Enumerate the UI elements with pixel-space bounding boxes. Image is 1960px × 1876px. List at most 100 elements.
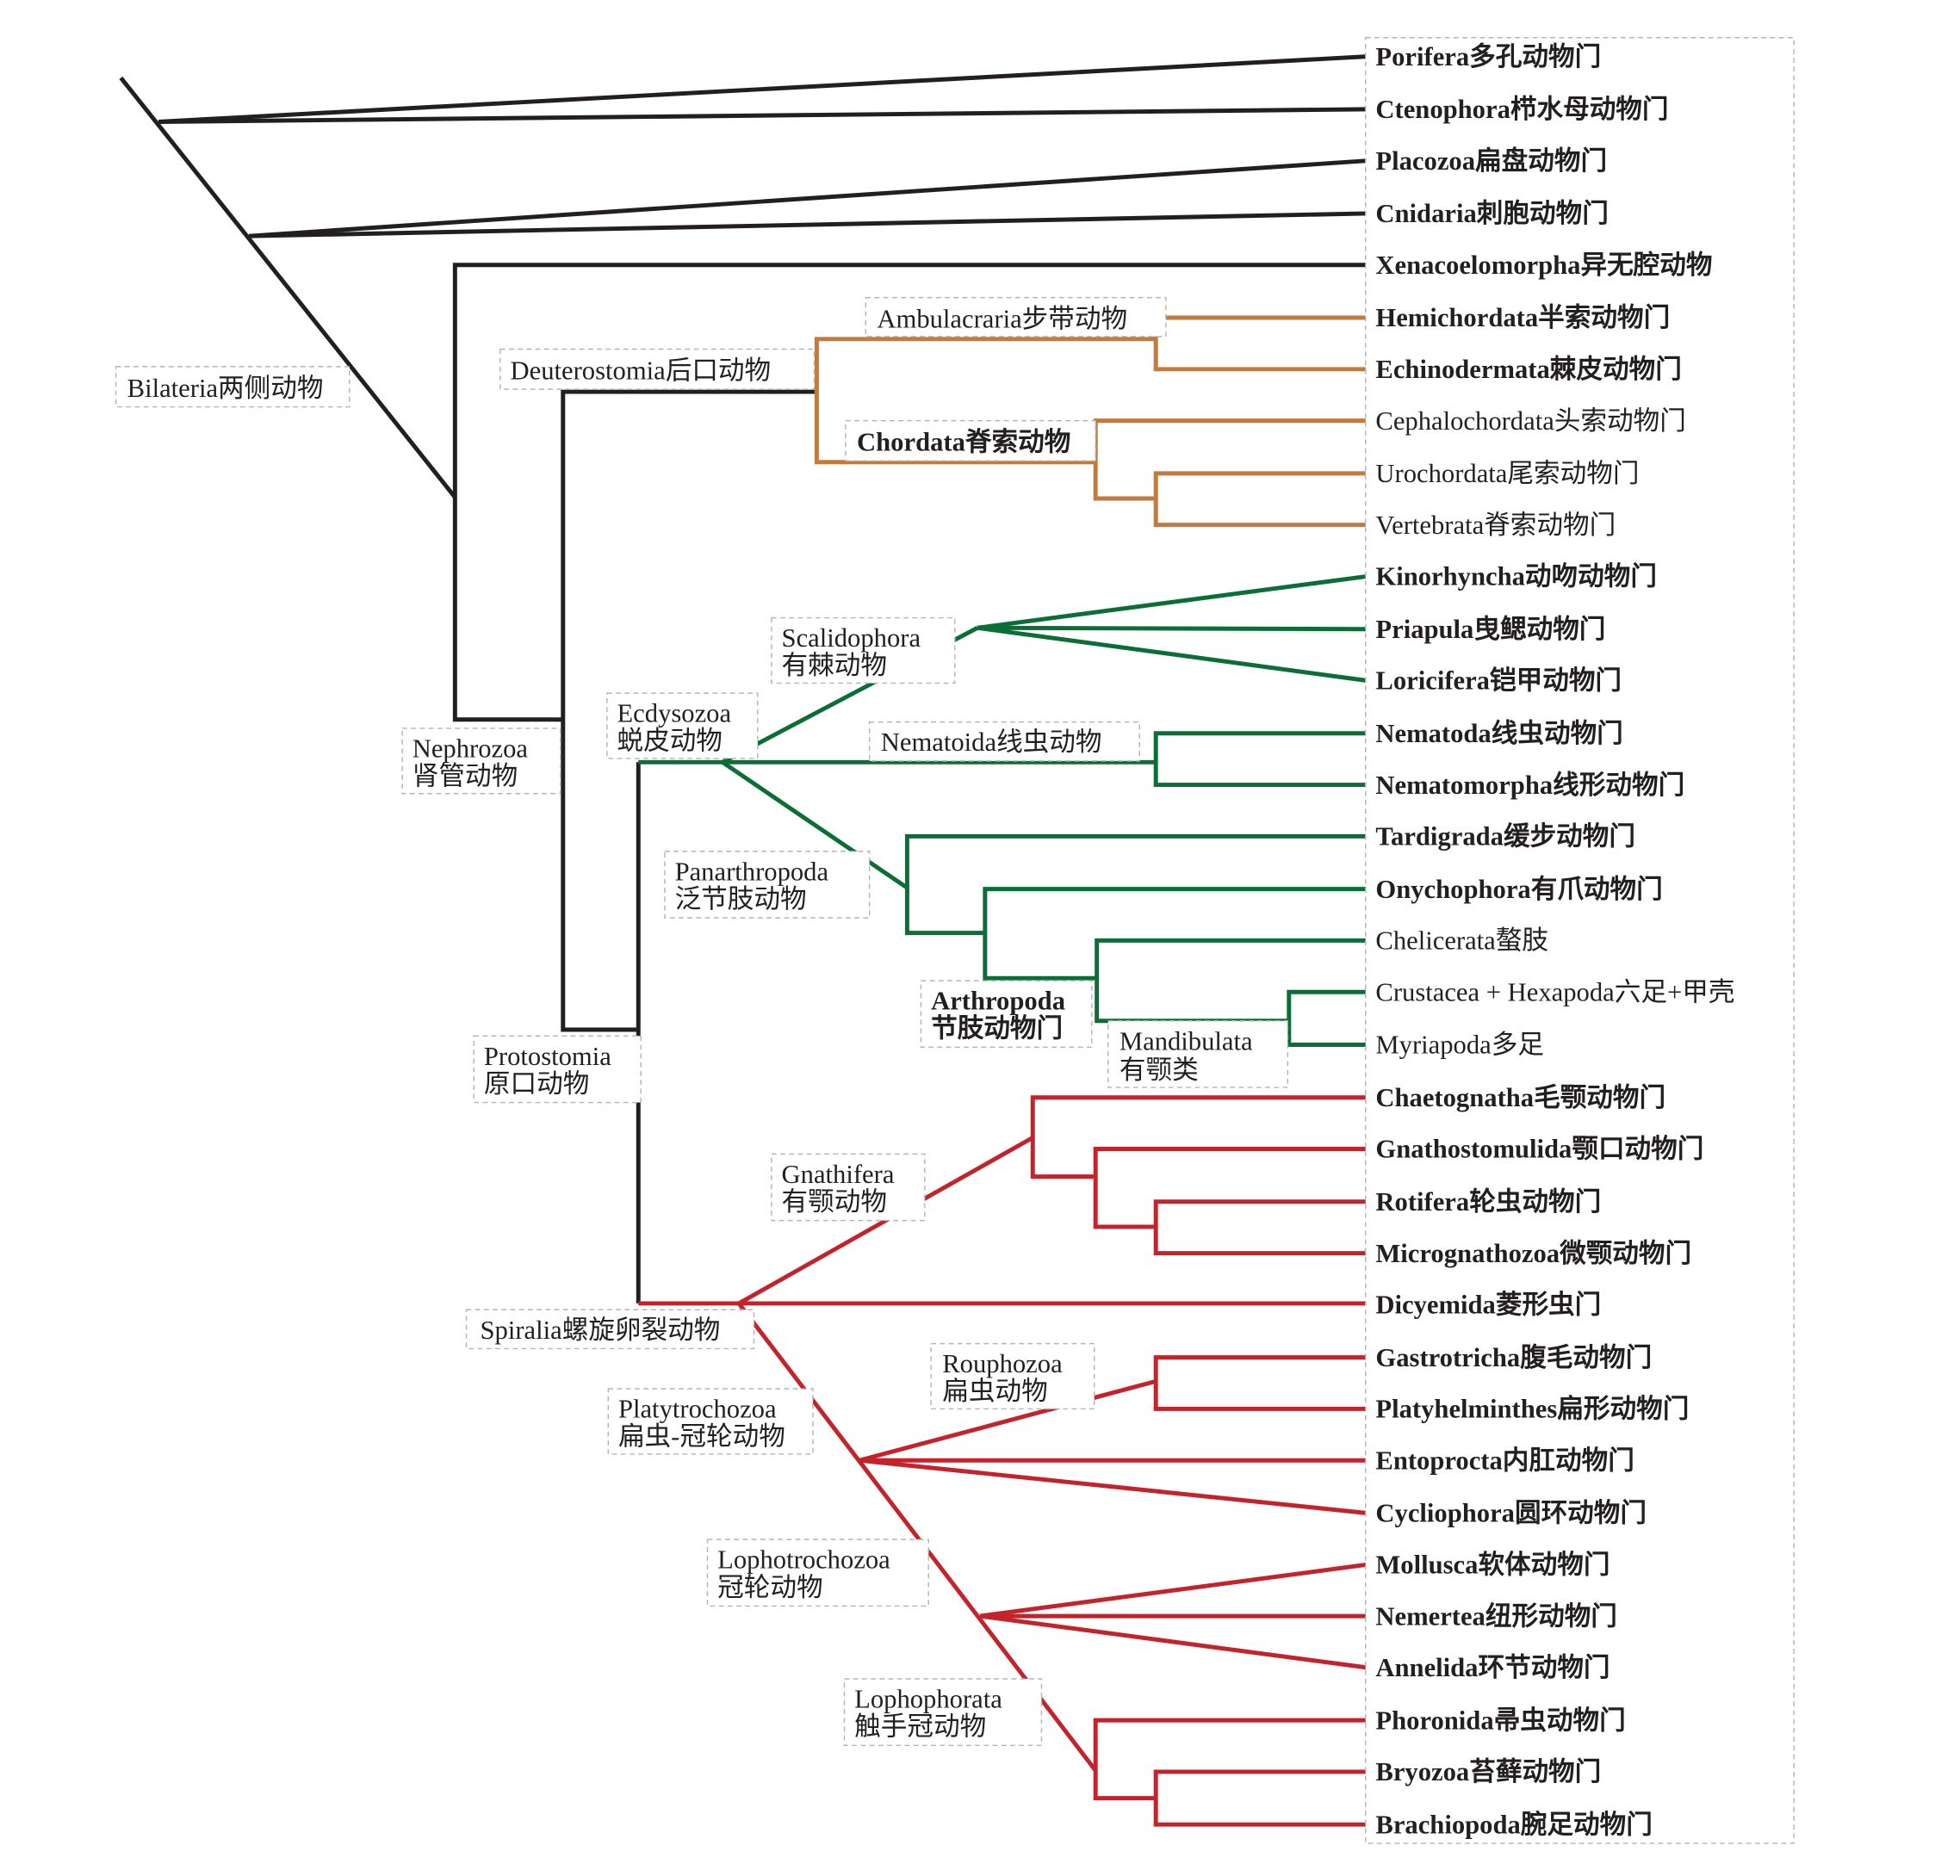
tree-branch — [1153, 1769, 1368, 1827]
clade-name-cn: 冠轮动物 — [717, 1573, 822, 1602]
tree-branch — [814, 337, 1157, 465]
leaf-label: Annelida环节动物门 — [1375, 1653, 1610, 1682]
clade-label-bilateria: Bilateria两侧动物 — [115, 366, 350, 408]
leaf-label: Xenacoelomorpha异无腔动物 — [1375, 251, 1712, 280]
clade-label-rouphozoa: Rouphozoa 扁虫动物 — [930, 1342, 1095, 1410]
leaf-label: Loricifera铠甲动物门 — [1375, 666, 1622, 696]
clade-name: Spiralia螺旋卵裂动物 — [481, 1316, 721, 1345]
leaf-label: Bryozoa苔藓动物门 — [1375, 1757, 1601, 1786]
clade-name: Nephrozoa — [412, 734, 529, 763]
tree-branch — [248, 158, 1368, 238]
tree-branch — [1093, 1147, 1368, 1229]
clade-name-cn: 节肢动物门 — [931, 1014, 1063, 1043]
tree-branch — [1153, 1199, 1368, 1256]
clade-name-cn: 扁虫-冠轮动物 — [618, 1422, 785, 1452]
tree-branch — [979, 1613, 1368, 1670]
leaf-label: Entoprocta内肛动物门 — [1375, 1446, 1634, 1475]
leaf-label: Urochordata尾索动物门 — [1375, 459, 1639, 488]
clade-label-panarthropoda: Panarthropoda 泛节肢动物 — [664, 851, 871, 919]
leaf-label: Priapula曳鳃动物门 — [1375, 615, 1605, 644]
leaf-label: Crustacea + Hexapoda六足+甲壳 — [1375, 977, 1734, 1006]
tree-branch — [561, 389, 817, 1032]
tree-branch — [977, 573, 1368, 630]
tree-branch — [859, 1458, 1368, 1515]
tree-branch — [721, 760, 909, 890]
leaf-label: Hemichordata半索动物门 — [1375, 303, 1670, 332]
clade-name: Panarthropoda — [675, 857, 829, 886]
leaf-label: Cephalochordata头索动物门 — [1375, 406, 1685, 436]
clade-name: Nematoida线虫动物 — [881, 727, 1102, 757]
leaf-label: Nematomorpha线形动物门 — [1375, 771, 1684, 800]
clade-name: Ecdysozoa — [617, 699, 731, 728]
clade-name-cn: 扁虫动物 — [942, 1377, 1047, 1406]
leaf-label: Placozoa扁盘动物门 — [1375, 145, 1607, 176]
tree-branch — [859, 1378, 1157, 1463]
leaf-label: Rotifera轮虫动物门 — [1375, 1187, 1601, 1217]
clade-name-cn: 肾管动物 — [412, 762, 518, 791]
clade-label-platytrochozoa: Platytrochozoa 扁虫-冠轮动物 — [607, 1388, 814, 1455]
clade-name-cn: 原口动物 — [484, 1069, 589, 1099]
clade-name: Scalidophora — [782, 623, 921, 653]
clade-name: Lophotrochozoa — [717, 1545, 890, 1575]
tree-branch — [979, 1562, 1368, 1619]
clade-label-lophophorata: Lophophorata 触手冠动物 — [843, 1678, 1043, 1747]
tree-branch — [1095, 938, 1368, 1024]
clade-name: Rouphozoa — [942, 1349, 1063, 1378]
leaf-label: Cycliophora圆环动物门 — [1375, 1499, 1647, 1528]
leaf-label: Gastrotricha腹毛动物门 — [1375, 1343, 1652, 1372]
leaf-label: Porifera多孔动物门 — [1375, 42, 1601, 71]
leaf-label: Onychophora有爪动物门 — [1375, 875, 1662, 904]
clade-name: Bilateria两侧动物 — [127, 374, 324, 403]
clade-name: Ambulacraria步带动物 — [877, 305, 1127, 334]
clade-name-cn: 蜕皮动物 — [617, 727, 722, 756]
leaf-labels: Porifera多孔动物门 Ctenophora栉水母动物门 Placozoa扁盘动… — [1375, 42, 1734, 1840]
tree-branch — [452, 263, 1368, 722]
leaf-label: Tardigrada缓步动物门 — [1375, 822, 1635, 851]
tree-branch — [977, 625, 1368, 683]
tree-branch — [1287, 989, 1368, 1047]
leaf-label: Brachiopoda腕足动物门 — [1375, 1809, 1652, 1839]
clade-label-protostomia: Protostomia 原口动物 — [473, 1035, 642, 1104]
clade-label-chordata: Chordata脊索动物 — [845, 419, 1096, 461]
tree-branch — [1093, 1718, 1368, 1801]
clade-name: Deuterostomia后口动物 — [511, 356, 772, 385]
clade-name-cn: 有棘动物 — [782, 651, 887, 680]
clade-label-ecdysozoa: Ecdysozoa 蜕皮动物 — [606, 692, 759, 759]
leaf-label: Ctenophora栉水母动物门 — [1375, 95, 1668, 124]
leaf-label: Vertebrata脊索动物门 — [1375, 511, 1616, 540]
clade-name: Gnathifera — [782, 1160, 895, 1189]
tree-branch — [983, 887, 1368, 981]
clade-name: Chordata脊索动物 — [857, 428, 1070, 457]
clade-label-deuterostomia: Deuterostomia后口动物 — [499, 348, 816, 390]
clade-label-nephrozoa: Nephrozoa 肾管动物 — [401, 727, 561, 795]
leaf-label: Mollusca软体动物门 — [1375, 1551, 1610, 1580]
clade-name: Mandibulata — [1120, 1026, 1253, 1056]
tree-branch — [158, 54, 1368, 124]
clade-label-lophotrochozoa: Lophotrochozoa 冠轮动物 — [706, 1539, 929, 1607]
clade-name-cn: 触手冠动物 — [854, 1712, 986, 1742]
tree-branch — [1153, 315, 1368, 372]
tree-branch — [158, 107, 1368, 124]
leaf-label: Cnidaria刺胞动物门 — [1375, 199, 1608, 228]
tree-branch — [1153, 471, 1368, 528]
leaf-label: Nemertea纽形动物门 — [1375, 1600, 1617, 1631]
tree-branch — [1153, 1355, 1368, 1411]
clade-label-ambulacraria: Ambulacraria步带动物 — [865, 296, 1167, 337]
clade-name-cn: 有颚动物 — [782, 1187, 887, 1217]
tree-branch — [1093, 418, 1368, 501]
clade-name: Lophophorata — [854, 1685, 1002, 1714]
clade-label-nematoida: Nematoida线虫动物 — [868, 721, 1140, 762]
clade-name-cn: 有颚类 — [1120, 1056, 1199, 1085]
leaf-label: Chelicerata螯肢 — [1375, 926, 1548, 956]
clade-label-arthropoda: Arthropoda 节肢动物门 — [920, 980, 1093, 1049]
tree-branch — [249, 211, 1368, 238]
leaf-label: Phoronida帚虫动物门 — [1375, 1706, 1625, 1735]
clade-name-cn: 泛节肢动物 — [675, 884, 807, 913]
tree-branch — [1030, 1095, 1368, 1179]
leaf-list-frame — [1365, 37, 1795, 1844]
tree-branch — [119, 76, 457, 499]
leaf-label: Nematoda线虫动物门 — [1375, 719, 1622, 748]
leaf-label: Platyhelminthes扁形动物门 — [1375, 1395, 1689, 1424]
tree-branch — [904, 833, 1368, 936]
